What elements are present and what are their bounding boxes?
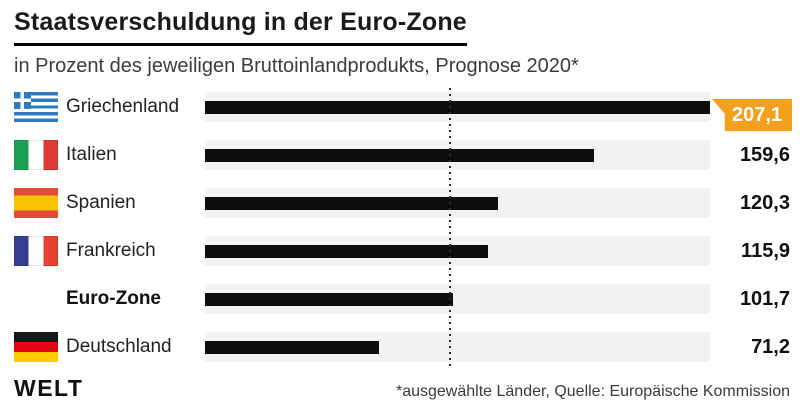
row-label: Euro-Zone [66, 288, 161, 309]
row-label: Spanien [66, 192, 136, 213]
value-label: 115,9 [741, 240, 790, 262]
highlight-value-badge: 207,1 [712, 99, 792, 131]
bar-track [205, 188, 710, 218]
bar-row-spanien: Spanien 120,3 [14, 188, 790, 218]
bar-row-griechenland: Griechenland 207,1 [14, 92, 792, 131]
value-cell: 207,1 [710, 92, 792, 131]
bar [205, 148, 595, 162]
footer: WELT *ausgewählte Länder, Quelle: Europä… [14, 375, 790, 402]
bar-track [205, 236, 710, 266]
bar [205, 244, 488, 258]
value-label: 159,6 [739, 144, 790, 166]
bar-row-frankreich: Frankreich 115,9 [14, 236, 790, 266]
row-label: Deutschland [66, 336, 172, 357]
italy-flag-icon [14, 140, 58, 170]
bar-track [205, 140, 710, 170]
bar-chart: Griechenland 207,1 Italien 159,6 Spanien… [14, 88, 792, 367]
bar-row-italien: Italien 159,6 [14, 140, 790, 170]
bar-track [205, 92, 710, 122]
bar [205, 292, 453, 306]
flag-spacer [14, 284, 58, 314]
row-label: Griechenland [66, 96, 180, 117]
bar-row-deutschland: Deutschland 71,2 [14, 332, 790, 362]
chart-header: Staatsverschuldung in der Euro-Zone in P… [14, 8, 790, 78]
bar [205, 340, 379, 354]
bar [205, 196, 499, 210]
bar-track [205, 332, 710, 362]
value-label: 120,3 [739, 192, 790, 214]
greece-flag-icon [14, 92, 58, 122]
value-label: 101,7 [739, 288, 790, 310]
reference-line-100 [448, 88, 451, 367]
chart-subtitle: in Prozent des jeweiligen Bruttoinlandpr… [14, 55, 579, 77]
row-label: Italien [66, 144, 117, 165]
germany-flag-icon [14, 332, 58, 362]
page-title: Staatsverschuldung in der Euro-Zone [14, 8, 467, 46]
france-flag-icon [14, 236, 58, 266]
bar-row-euro-zone: Euro-Zone 101,7 [14, 284, 790, 314]
welt-logo: WELT [14, 375, 84, 401]
bar [205, 100, 710, 114]
row-label: Frankreich [66, 240, 156, 261]
spain-flag-icon [14, 188, 58, 218]
bar-track [205, 284, 710, 314]
source-note: *ausgewählte Länder, Quelle: Europäische… [395, 383, 790, 400]
value-label: 71,2 [751, 336, 790, 358]
